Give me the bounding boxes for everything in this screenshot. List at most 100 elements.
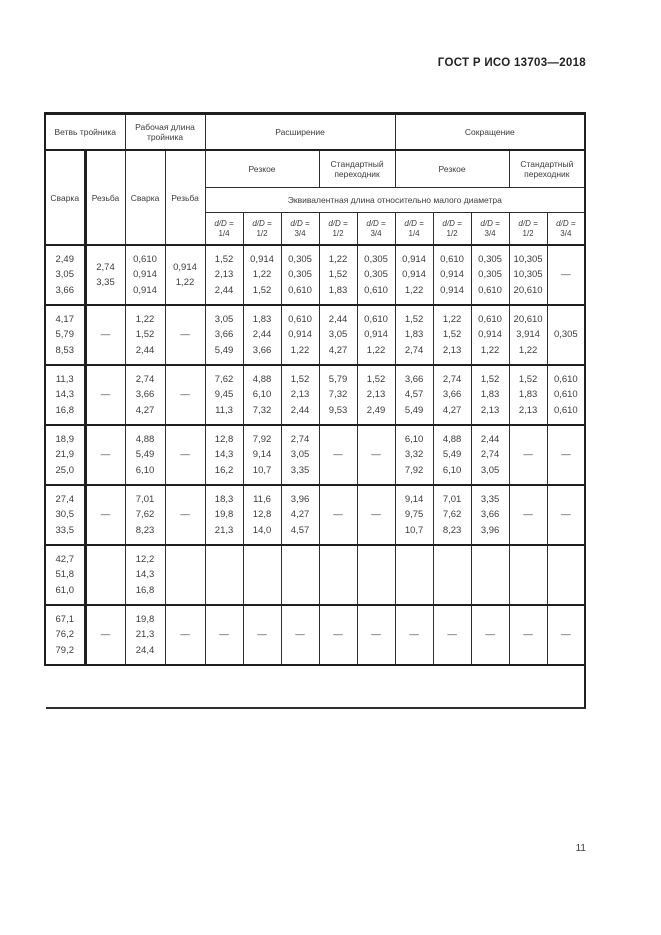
cell-value: 1,83 xyxy=(328,284,348,296)
table-cell xyxy=(470,544,510,606)
cell-value: 5,49 xyxy=(404,404,424,416)
table-cell: 0,914 1,22 xyxy=(164,244,206,306)
cell-value: 11,3 xyxy=(215,404,233,416)
cell-value: 4,88 xyxy=(135,433,155,445)
cell-value: — xyxy=(100,389,111,401)
cell-value: 1,22 xyxy=(135,313,155,325)
cell-value: 2,13 xyxy=(290,389,310,401)
cell-value: 79,2 xyxy=(55,644,75,656)
cell-value: — xyxy=(180,509,190,521)
cell-value: 0,610 xyxy=(133,253,157,265)
header-row-subgroups: Сварка Резьба Сварка Резьба Резкое Станд… xyxy=(44,149,586,246)
table-cell: — xyxy=(242,604,282,666)
table-cell: — xyxy=(546,424,586,486)
header-expansion-sharp: Резкое xyxy=(204,149,320,188)
cell-value: 5,49 xyxy=(135,449,155,461)
cell-value: 1,52 xyxy=(518,373,538,385)
cell-value: 16,8 xyxy=(135,584,155,596)
cell-value: 0,914 xyxy=(478,329,502,341)
header-expansion-std-adapter: Стандартный переходник xyxy=(318,149,396,188)
cell-value: 0,305 xyxy=(478,253,502,265)
cell-value: 2,49 xyxy=(55,253,75,265)
cell-value: 7,62 xyxy=(214,373,234,385)
equivalent-length-table: Ветвь тройника Рабочая длина тройника Ра… xyxy=(44,112,587,666)
table-cell: — xyxy=(508,484,548,546)
cell-value: 5,79 xyxy=(55,329,75,341)
table-cell: 2,74 3,35 xyxy=(84,244,126,306)
cell-value: 21,9 xyxy=(55,449,75,461)
table-cell: 10,305 10,305 20,610 xyxy=(508,244,548,306)
cell-value: — xyxy=(100,329,111,341)
table-cell: 7,01 7,62 8,23 xyxy=(432,484,472,546)
cell-value: 27,4 xyxy=(55,493,75,505)
cell-value: 0,610 xyxy=(553,373,578,385)
table-cell: 6,10 3,32 7,92 xyxy=(394,424,434,486)
cell-value: 0,914 xyxy=(250,253,274,265)
table-cell: 0,610 0,914 1,22 xyxy=(280,304,320,366)
cell-value: 10,305 xyxy=(513,269,543,281)
header-expansion: Расширение xyxy=(204,113,396,151)
cell-value: 1,22 xyxy=(442,313,462,325)
cell-value: 1,83 xyxy=(404,329,424,341)
cell-value: 0,914 xyxy=(440,284,464,296)
cell-value: 7,01 xyxy=(442,493,462,505)
table-cell: — xyxy=(546,244,586,306)
cell-value: 18,3 xyxy=(214,493,234,505)
cell-value: — xyxy=(180,389,190,401)
table-cell: — xyxy=(84,364,126,426)
cell-value: 0,610 xyxy=(288,313,312,325)
table-cell xyxy=(164,544,206,606)
cell-value: 0,914 xyxy=(288,329,312,341)
cell-value: 0,914 xyxy=(133,284,157,296)
cell-value: 0,610 xyxy=(288,284,312,296)
cell-value: 51,8 xyxy=(55,569,75,581)
header-dd-ratio: d/D = 3/4 xyxy=(470,212,510,246)
cell-value: 0,914 xyxy=(133,269,157,281)
cell-value: 11,3 xyxy=(55,373,74,385)
table-row: 42,7 51,8 61,0 12,2 14,3 16,8 xyxy=(44,544,586,606)
cell-value: 8,23 xyxy=(135,524,155,536)
cell-value: 7,62 xyxy=(135,509,155,521)
table-cell: — xyxy=(204,604,244,666)
table-cell: 1,22 1,52 2,44 xyxy=(124,304,166,366)
header-dd-ratio: d/D = 1/2 xyxy=(318,212,358,246)
table-body: 2,49 3,05 3,66 2,74 3,35 0,610 0,914 0,914 0,914… xyxy=(44,244,586,666)
cell-value: 4,88 xyxy=(442,433,462,445)
cell-value: 1,22 xyxy=(290,344,310,356)
header-contraction: Сокращение xyxy=(394,113,586,151)
cell-value: 76,2 xyxy=(55,629,75,641)
table-cell: — xyxy=(356,604,396,666)
cell-value: 1,22 xyxy=(366,344,386,356)
cell-value: — xyxy=(333,629,343,641)
table-cell: 2,44 3,05 4,27 xyxy=(318,304,358,366)
table-cell: 3,05 3,66 5,49 xyxy=(204,304,244,366)
cell-value: 9,53 xyxy=(328,404,348,416)
cell-value: 20,610 xyxy=(513,284,543,296)
table-cell: 20,610 3,914 1,22 xyxy=(508,304,548,366)
cell-value: — xyxy=(561,449,571,461)
cell-value: 4,88 xyxy=(252,373,272,385)
cell-value: 4,27 xyxy=(442,404,462,416)
table-cell: 0,610 0,914 1,22 xyxy=(470,304,510,366)
cell-value: 6,10 xyxy=(442,464,462,476)
cell-value: 0,914 xyxy=(364,329,388,341)
cell-value: 7,92 xyxy=(404,464,424,476)
header-row-equivalent: Эквивалентная длина относительно малого … xyxy=(45,187,586,213)
header-working-length: Рабочая длина тройника xyxy=(124,113,206,151)
cell-value: 3,914 xyxy=(516,329,540,341)
header-contraction-std-adapter: Стандартный переходник xyxy=(508,149,586,188)
table-cell: — xyxy=(84,424,126,486)
cell-value: 0,610 xyxy=(553,404,578,416)
table-cell xyxy=(318,544,358,606)
header-dd-ratio: d/D = 1/2 xyxy=(508,212,548,246)
cell-value: 3,66 xyxy=(480,509,500,521)
cell-value: 20,610 xyxy=(513,313,543,325)
table-cell: 4,88 5,49 6,10 xyxy=(432,424,472,486)
cell-value: 3,96 xyxy=(480,524,500,536)
header-row-ratios: d/D = 1/4 d/D = 1/2 d/D = 3/4 d/D = 1/2 d/D … xyxy=(45,212,586,246)
cell-value: — xyxy=(180,329,190,341)
cell-value: — xyxy=(371,629,381,641)
cell-value: 3,66 xyxy=(404,373,424,385)
table-cell: 18,9 21,9 25,0 xyxy=(44,424,87,486)
table-cell: 0,610 0,914 0,914 xyxy=(124,244,166,306)
